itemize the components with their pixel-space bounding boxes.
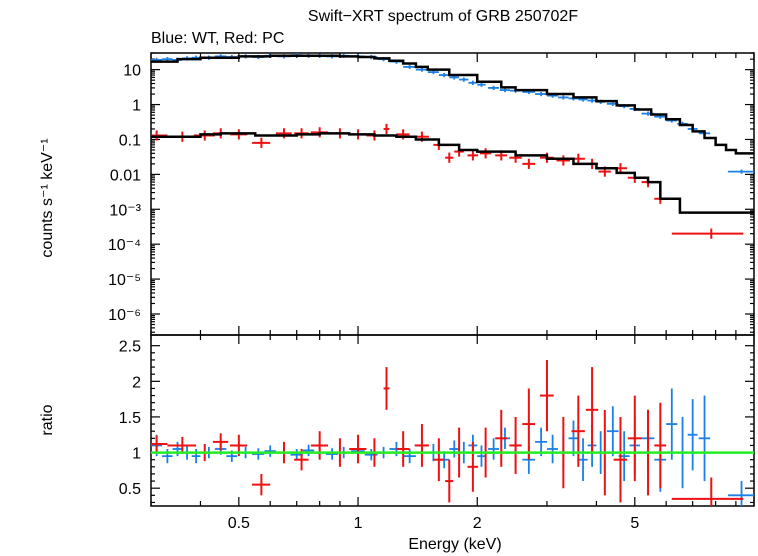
spectrum-y-tick-label: 10⁻³ bbox=[109, 202, 141, 219]
x-tick-label: 2 bbox=[473, 515, 482, 532]
chart-title: Swift−XRT spectrum of GRB 250702F bbox=[308, 8, 578, 25]
spectrum-y-tick-label: 1 bbox=[132, 98, 141, 115]
ratio-y-tick-label: 1.5 bbox=[119, 410, 141, 427]
spectrum-y-tick-label: 0.1 bbox=[119, 132, 141, 149]
x-tick-label: 1 bbox=[354, 515, 363, 532]
pc-model-line bbox=[151, 132, 754, 214]
chart-subtitle: Blue: WT, Red: PC bbox=[151, 30, 284, 47]
spectrum-panel: 10 1 0.1 0.01 10⁻³ 10⁻⁴ 10⁻⁵ 10⁻⁶ bbox=[108, 52, 755, 336]
ratio-y-tick-label: 2 bbox=[132, 374, 141, 391]
spectrum-y-tick-label: 10⁻⁵ bbox=[108, 272, 141, 289]
spectrum-y-tick-label: 10⁻⁶ bbox=[108, 307, 141, 324]
spectrum-y-tick-label: 0.01 bbox=[110, 167, 141, 184]
ratio-y-tick-label: 1 bbox=[132, 446, 141, 463]
x-tick-label: 5 bbox=[630, 515, 639, 532]
wt-model-line bbox=[151, 54, 754, 155]
ratio-panel: 0.5 1 2 5 0.5 1 1.5 2 2.5 bbox=[119, 334, 755, 532]
pc-ratio-series bbox=[151, 359, 744, 506]
ratio-y-tick-label: 2.5 bbox=[119, 339, 141, 356]
wt-ratio-series bbox=[151, 388, 754, 506]
ratio-y-tick-label: 0.5 bbox=[119, 481, 141, 498]
x-axis-label: Energy (keV) bbox=[408, 536, 501, 553]
bottom-y-axis-label: ratio bbox=[39, 404, 56, 435]
spectrum-frame bbox=[150, 52, 755, 336]
top-y-axis-label: counts s⁻¹ keV⁻¹ bbox=[39, 138, 56, 257]
x-tick-label: 0.5 bbox=[228, 515, 250, 532]
spectrum-y-tick-label: 10⁻⁴ bbox=[108, 237, 141, 254]
ratio-frame bbox=[150, 334, 755, 507]
spectrum-y-tick-label: 10 bbox=[123, 63, 141, 80]
